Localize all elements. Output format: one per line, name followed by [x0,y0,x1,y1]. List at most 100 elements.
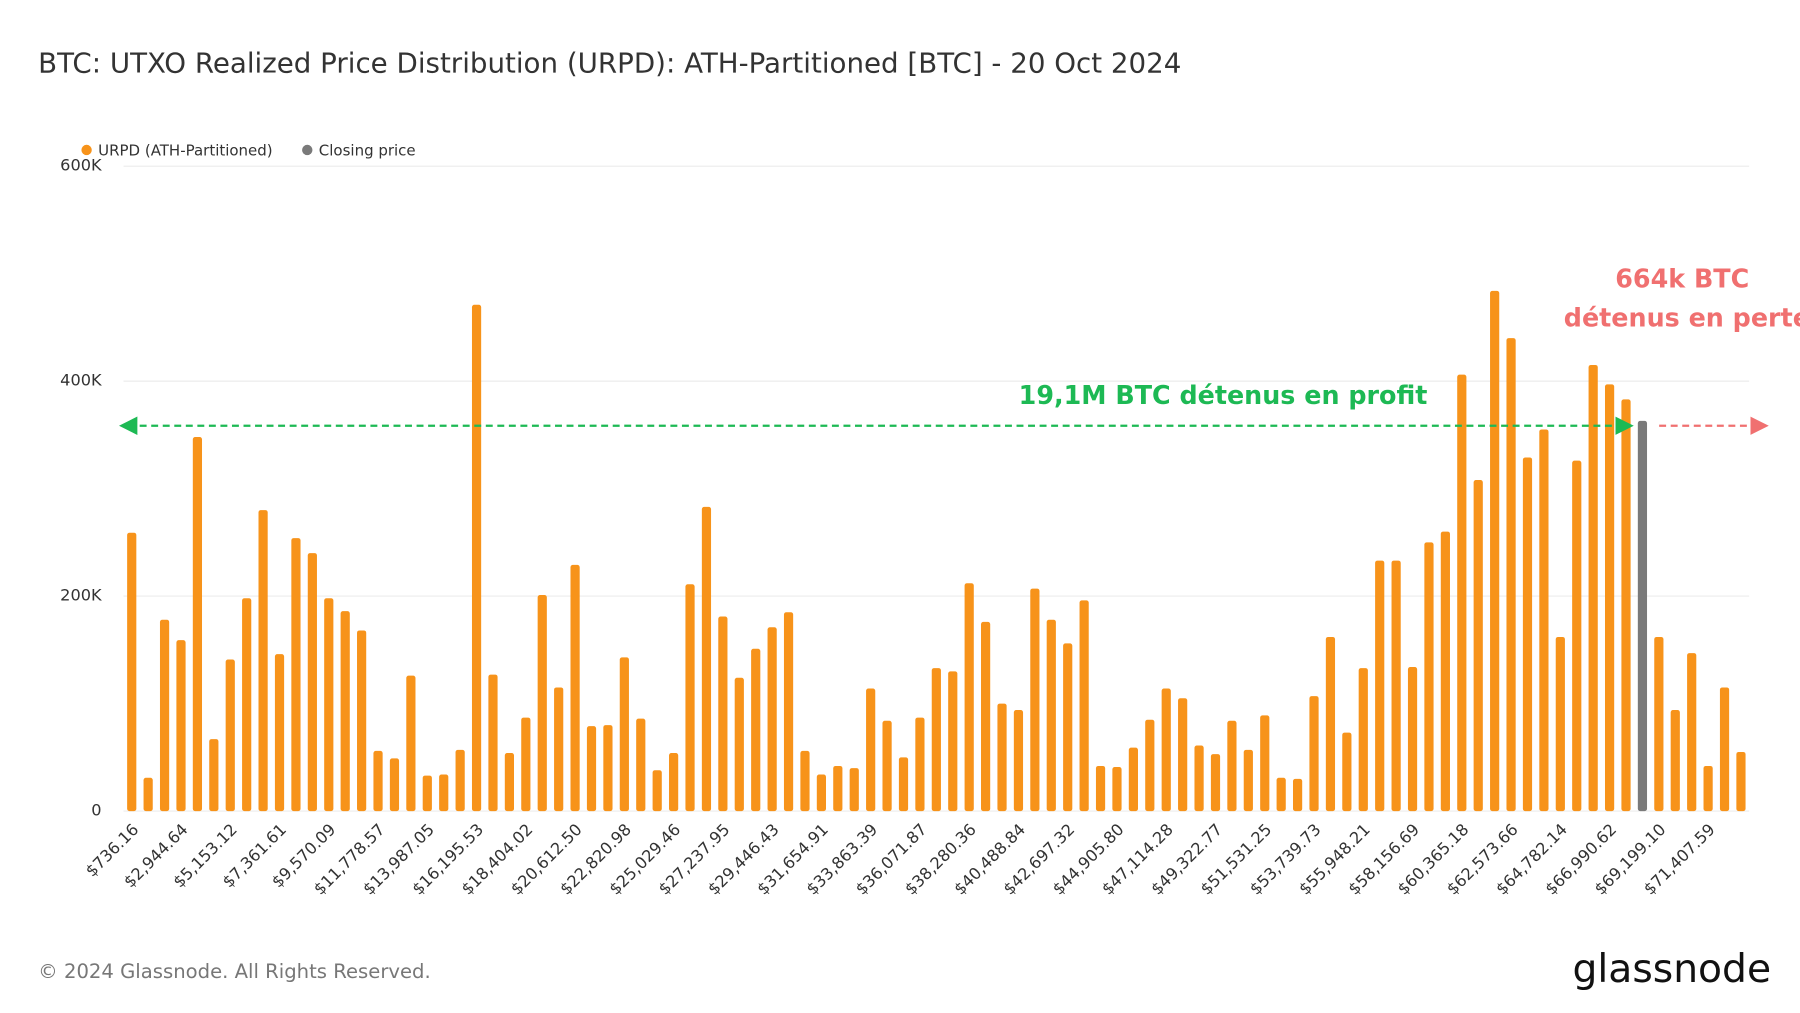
bar [1440,531,1450,812]
bar [1604,384,1615,812]
bar [258,510,268,812]
bar [1375,560,1385,812]
bar [866,688,876,812]
profit-annotation: 19,1M BTC détenus en profit [1019,380,1428,410]
bar [882,720,892,812]
bar [242,598,252,812]
bar [1227,720,1237,812]
bar [751,648,761,812]
bar [176,640,186,812]
bar [1654,636,1664,812]
chart-title: BTC: UTXO Realized Price Distribution (U… [38,47,1181,80]
bar [1490,290,1500,812]
bar [422,775,432,812]
bar [1243,749,1253,812]
bar [997,703,1007,812]
bar [488,674,498,812]
bar [1128,747,1138,812]
bar [373,750,383,812]
bar [357,630,367,812]
bar [1473,480,1483,812]
bar [1293,778,1303,812]
bar [931,668,941,812]
bar [1161,688,1171,812]
legend-marker [302,144,313,156]
bar [816,774,826,812]
bar [898,757,909,812]
bar [340,611,350,812]
bar [1506,338,1516,812]
bar [455,749,465,812]
bar [1309,696,1319,812]
bar [1457,374,1467,812]
bar [1210,754,1221,812]
bar [1539,429,1549,812]
bar [1407,667,1418,812]
bar [1112,767,1122,812]
bar [1030,588,1040,812]
loss-annotation: 664k BTC [1615,263,1749,293]
bar [521,717,531,812]
bar [1588,365,1598,812]
bar [603,725,613,812]
bar [636,718,646,812]
y-tick-label: 600K [60,156,102,175]
bar [1391,560,1401,812]
footer: © 2024 Glassnode. All Rights Reserved. [38,960,431,983]
bar [1572,460,1582,812]
bar [1194,745,1204,812]
bar [1670,710,1680,812]
bar [1260,715,1270,812]
bar [1095,765,1106,812]
bar [734,677,744,812]
legend-label: URPD (ATH-Partitioned) [98,142,273,160]
bar [1358,668,1368,812]
bar [1063,643,1073,812]
bar [849,768,859,812]
bar [833,765,843,812]
bar [307,553,317,812]
bar [1703,765,1713,812]
bar [1621,399,1631,812]
bar [981,621,991,812]
bar [685,584,695,812]
bar [537,595,547,812]
bar [964,583,974,812]
bar [586,726,597,812]
bar [1178,698,1188,812]
bar [652,770,662,812]
legend-marker [81,144,92,156]
bar [1079,600,1089,812]
bar [406,675,416,812]
legend-label: Closing price [319,142,416,160]
bar [324,598,334,812]
bar [1013,710,1024,812]
bar [701,506,712,812]
y-tick-label: 400K [60,371,102,390]
y-tick-label: 200K [60,586,102,605]
bar [389,758,400,812]
bar [471,304,482,812]
bar [1325,636,1336,812]
bar [948,671,958,812]
bar [504,753,515,812]
bar [767,627,777,812]
bar [291,538,301,812]
bar [1522,457,1533,812]
bar [192,437,203,812]
bar [1342,732,1352,812]
bar [1424,542,1434,812]
bar [669,753,679,812]
bar [915,717,925,812]
loss-annotation: détenus en perte [1564,303,1800,333]
bar [1736,751,1746,812]
bar [1637,420,1648,812]
bar [718,616,728,812]
bar [225,659,235,812]
bar [159,619,170,812]
bar [1276,777,1286,812]
bar [570,564,580,812]
bar [1046,619,1056,812]
bar [127,532,137,812]
